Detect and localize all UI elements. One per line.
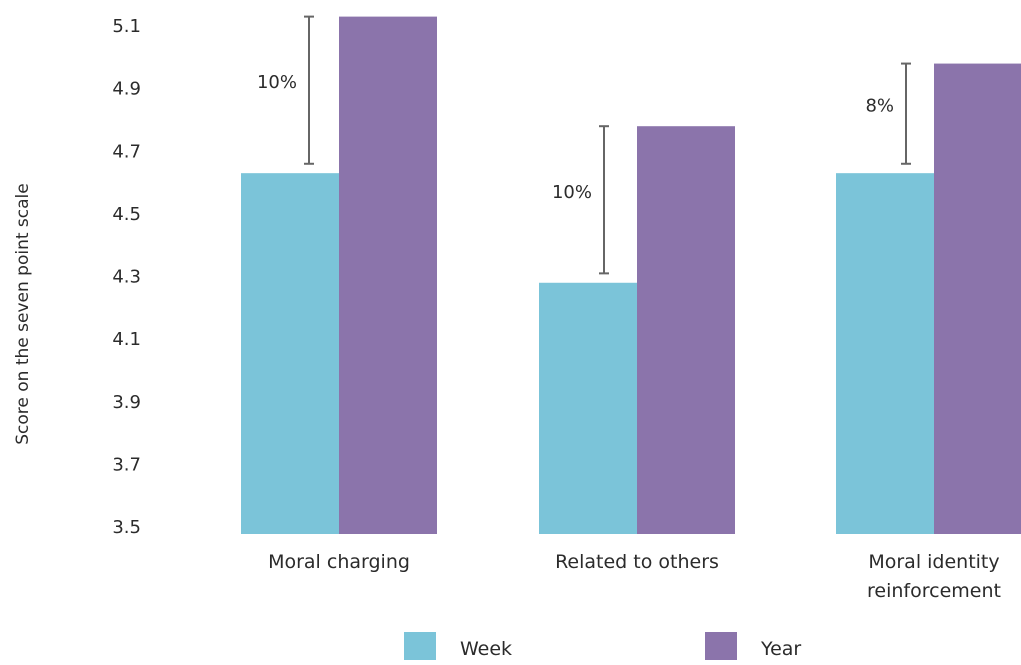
difference-annotations: 10% 10% 8% — [257, 15, 911, 275]
legend-item-week: Week — [404, 632, 512, 660]
y-tick-labels: 5.1 4.9 4.7 4.5 4.3 4.1 3.9 3.7 3.5 — [112, 16, 141, 538]
bar-year-1 — [637, 126, 735, 534]
y-tick-label: 4.9 — [112, 79, 141, 100]
y-tick-label: 4.5 — [112, 204, 141, 225]
difference-label: 10% — [257, 72, 297, 93]
y-tick-label: 3.9 — [112, 392, 141, 413]
difference-bracket — [901, 62, 911, 165]
y-tick-label: 5.1 — [112, 16, 141, 37]
category-label: Related to others — [555, 551, 719, 573]
y-axis-title: Score on the seven point scale — [13, 183, 33, 444]
legend-swatch — [705, 632, 737, 660]
legend-swatch — [404, 632, 436, 660]
difference-bracket — [304, 15, 314, 165]
bar-week-1 — [539, 282, 637, 534]
difference-bracket — [599, 125, 609, 275]
legend-item-year: Year — [705, 632, 801, 660]
legend-label: Week — [460, 638, 512, 660]
y-tick-label: 4.1 — [112, 329, 141, 350]
legend: Week Year — [404, 632, 801, 660]
legend-label: Year — [760, 638, 801, 660]
category-label: reinforcement — [867, 580, 1001, 602]
bar-week-0 — [241, 173, 339, 534]
difference-label: 10% — [552, 182, 592, 203]
bars — [241, 16, 1021, 534]
bar-year-0 — [339, 16, 437, 534]
y-tick-label: 3.7 — [112, 454, 141, 475]
y-tick-label: 4.3 — [112, 267, 141, 288]
difference-label: 8% — [865, 96, 894, 117]
bar-year-2 — [934, 63, 1021, 534]
category-labels: Moral charging Related to others Moral ide… — [268, 551, 1001, 602]
y-tick-label: 3.5 — [112, 517, 141, 538]
y-axis-title-group: Score on the seven point scale — [13, 183, 33, 444]
category-label: Moral charging — [268, 551, 410, 573]
y-tick-label: 4.7 — [112, 141, 141, 162]
category-label: Moral identity — [868, 551, 999, 573]
bar-week-2 — [836, 173, 934, 534]
